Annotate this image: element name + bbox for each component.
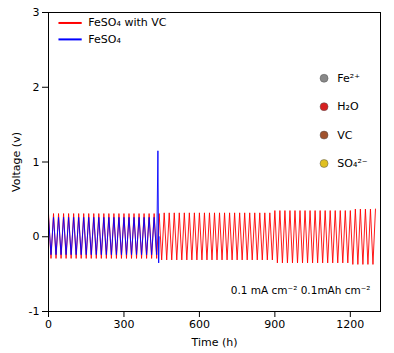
- svg-text:3: 3: [33, 6, 40, 19]
- svg-text:Fe²⁺: Fe²⁺: [337, 72, 360, 85]
- svg-text:0: 0: [45, 318, 52, 331]
- svg-text:0: 0: [33, 230, 40, 243]
- svg-text:600: 600: [189, 318, 210, 331]
- svg-text:FeSO₄: FeSO₄: [88, 33, 121, 46]
- svg-text:2: 2: [33, 81, 40, 94]
- svg-text:300: 300: [113, 318, 134, 331]
- svg-text:900: 900: [264, 318, 285, 331]
- svg-text:FeSO₄ with VC: FeSO₄ with VC: [88, 16, 166, 29]
- svg-text:H₂O: H₂O: [337, 100, 359, 113]
- svg-text:SO₄²⁻: SO₄²⁻: [337, 157, 367, 170]
- svg-text:Time (h): Time (h): [191, 336, 238, 349]
- svg-text:0.1 mA cm⁻² 0.1mAh cm⁻²: 0.1 mA cm⁻² 0.1mAh cm⁻²: [231, 284, 371, 296]
- svg-text:-1: -1: [29, 305, 40, 318]
- svg-text:VC: VC: [337, 129, 353, 142]
- svg-text:1200: 1200: [336, 318, 364, 331]
- svg-text:1: 1: [33, 156, 40, 169]
- svg-text:Voltage (v): Voltage (v): [10, 132, 23, 192]
